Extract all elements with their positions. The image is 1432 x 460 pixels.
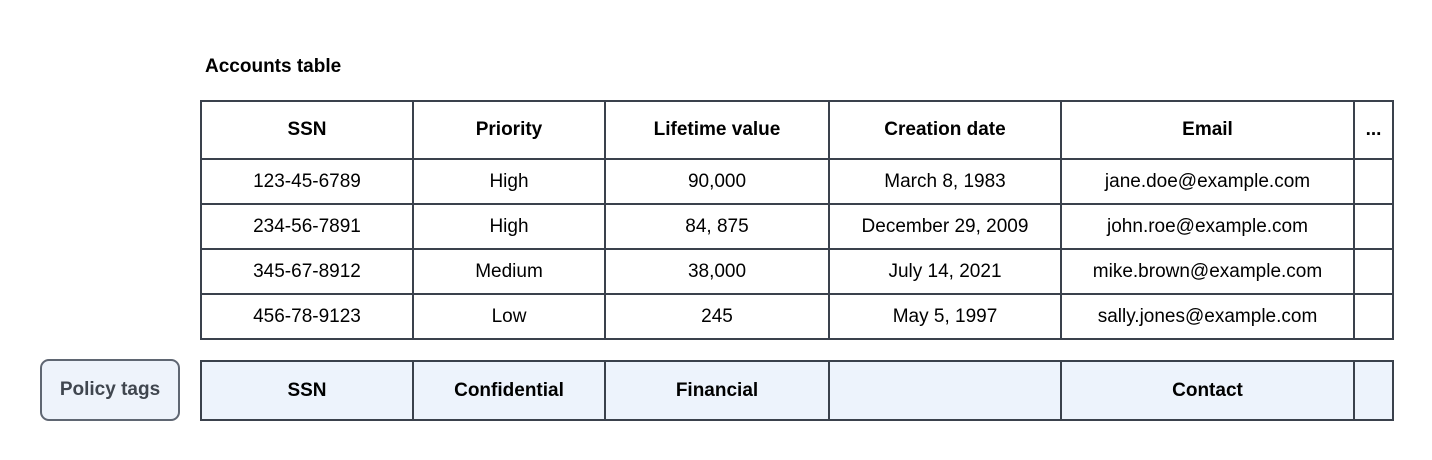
page-title: Accounts table [205,56,342,77]
cell-more [1353,158,1394,205]
cell-ssn: 456-78-9123 [200,293,414,340]
column-header-email: Email [1060,100,1355,160]
cell-email: jane.doe@example.com [1060,158,1355,205]
column-header-creation-date: Creation date [828,100,1062,160]
table-row: 123-45-6789 High 90,000 March 8, 1983 ja… [200,158,1394,205]
cell-priority: High [412,203,606,250]
cell-ssn: 123-45-6789 [200,158,414,205]
cell-lifetime-value: 90,000 [604,158,830,205]
cell-ssn: 345-67-8912 [200,248,414,295]
cell-creation-date: July 14, 2021 [828,248,1062,295]
policy-tag-empty [828,360,1062,421]
accounts-table: SSN Priority Lifetime value Creation dat… [200,100,1394,340]
table-row: 234-56-7891 High 84, 875 December 29, 20… [200,203,1394,250]
cell-creation-date: March 8, 1983 [828,158,1062,205]
policy-tag-confidential: Confidential [412,360,606,421]
cell-more [1353,293,1394,340]
cell-creation-date: December 29, 2009 [828,203,1062,250]
cell-ssn: 234-56-7891 [200,203,414,250]
policy-tag-financial: Financial [604,360,830,421]
table-row: 456-78-9123 Low 245 May 5, 1997 sally.jo… [200,293,1394,340]
policy-tag-contact: Contact [1060,360,1355,421]
cell-email: sally.jones@example.com [1060,293,1355,340]
column-header-priority: Priority [412,100,606,160]
cell-lifetime-value: 245 [604,293,830,340]
policy-tags-row: SSN Confidential Financial Contact [200,360,1394,421]
cell-more [1353,248,1394,295]
policy-tags-button-label: Policy tags [59,379,161,400]
policy-tag-ssn: SSN [200,360,414,421]
cell-creation-date: May 5, 1997 [828,293,1062,340]
cell-lifetime-value: 84, 875 [604,203,830,250]
cell-priority: Medium [412,248,606,295]
cell-priority: High [412,158,606,205]
table-row: 345-67-8912 Medium 38,000 July 14, 2021 … [200,248,1394,295]
column-header-ssn: SSN [200,100,414,160]
policy-tag-cells: SSN Confidential Financial Contact [200,360,1394,421]
header-row: SSN Priority Lifetime value Creation dat… [200,100,1394,160]
column-header-more: ... [1353,100,1394,160]
cell-lifetime-value: 38,000 [604,248,830,295]
cell-priority: Low [412,293,606,340]
policy-tag-empty-more [1353,360,1394,421]
policy-tags-button[interactable]: Policy tags [40,359,180,421]
cell-email: mike.brown@example.com [1060,248,1355,295]
column-header-lifetime-value: Lifetime value [604,100,830,160]
cell-email: john.roe@example.com [1060,203,1355,250]
cell-more [1353,203,1394,250]
